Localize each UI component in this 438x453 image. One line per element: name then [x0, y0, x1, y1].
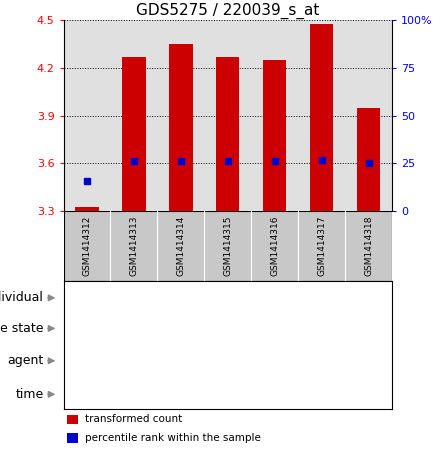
Bar	[67, 434, 78, 443]
Bar	[111, 381, 156, 408]
Text: week 0: week 0	[303, 389, 340, 400]
Text: week 0: week 0	[162, 389, 199, 400]
Bar	[310, 24, 333, 211]
Bar	[252, 381, 391, 408]
Bar	[357, 107, 380, 211]
Bar	[169, 44, 193, 211]
Bar	[64, 343, 110, 379]
Text: individual: individual	[0, 291, 44, 304]
Bar	[158, 381, 203, 408]
Text: GSM1414314: GSM1414314	[177, 216, 185, 276]
Text: untreated: untreated	[296, 356, 347, 366]
Bar	[346, 282, 391, 314]
Bar	[122, 57, 145, 211]
Title: GDS5275 / 220039_s_at: GDS5275 / 220039_s_at	[136, 3, 319, 19]
Text: ruxolini
tib: ruxolini tib	[114, 350, 153, 371]
Text: untreat
ed: untreat ed	[162, 350, 200, 371]
Bar	[64, 316, 250, 341]
Bar	[252, 282, 297, 314]
Text: patient 2: patient 2	[181, 293, 228, 303]
Text: untreat
ed: untreat ed	[68, 350, 106, 371]
Text: agent: agent	[7, 354, 44, 367]
Bar	[67, 414, 78, 424]
Text: ruxolini
tib: ruxolini tib	[208, 350, 247, 371]
Text: alopecia areata: alopecia areata	[117, 323, 198, 333]
Bar	[75, 207, 99, 211]
Bar	[64, 282, 156, 314]
Text: week 0: week 0	[68, 389, 106, 400]
Bar	[205, 343, 250, 379]
Text: transformed count: transformed count	[85, 414, 182, 424]
Bar	[299, 282, 344, 314]
Bar	[263, 60, 286, 211]
Bar	[252, 316, 391, 341]
Text: disease state: disease state	[0, 322, 44, 335]
Text: control
subject 2: control subject 2	[298, 287, 346, 308]
Text: week 12: week 12	[112, 389, 156, 400]
Text: time: time	[16, 388, 44, 401]
Bar	[158, 282, 250, 314]
Bar	[111, 343, 156, 379]
Bar	[158, 343, 203, 379]
Text: GSM1414312: GSM1414312	[82, 216, 92, 276]
Text: control
subject 1: control subject 1	[251, 287, 299, 308]
Text: GSM1414313: GSM1414313	[129, 216, 138, 276]
Text: normal: normal	[303, 323, 340, 333]
Bar	[252, 343, 391, 379]
Text: control
subject 3: control subject 3	[345, 287, 392, 308]
Text: week 12: week 12	[206, 389, 250, 400]
Text: patient 1: patient 1	[87, 293, 134, 303]
Bar	[205, 381, 250, 408]
Bar	[216, 57, 240, 211]
Text: GSM1414317: GSM1414317	[317, 216, 326, 276]
Text: GSM1414316: GSM1414316	[270, 216, 279, 276]
Text: percentile rank within the sample: percentile rank within the sample	[85, 433, 261, 443]
Text: GSM1414315: GSM1414315	[223, 216, 232, 276]
Text: GSM1414318: GSM1414318	[364, 216, 373, 276]
Bar	[64, 381, 110, 408]
